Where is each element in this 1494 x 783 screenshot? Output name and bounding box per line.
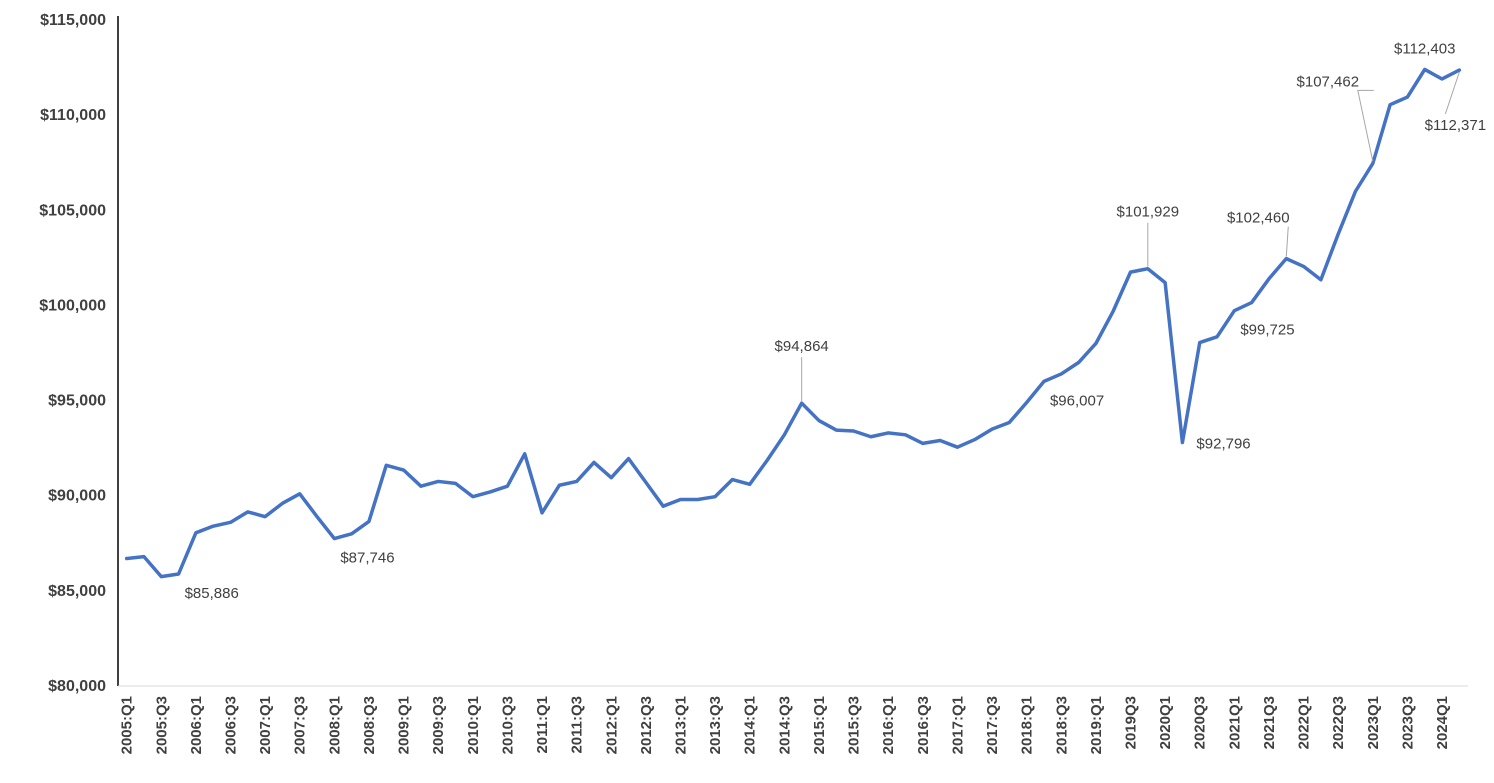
x-tick-label: 2005:Q3 xyxy=(153,696,170,754)
y-tick-label: $110,000 xyxy=(40,107,106,124)
x-tick-label: 2018:Q1 xyxy=(1019,696,1036,754)
data-label: $92,796 xyxy=(1196,436,1250,453)
data-label: $99,725 xyxy=(1240,322,1294,339)
x-tick-label: 2011:Q1 xyxy=(534,696,551,754)
series-line xyxy=(124,67,1462,579)
x-tick-label: 2005:Q1 xyxy=(119,696,136,754)
data-label-leader xyxy=(1357,89,1374,162)
x-tick-label: 2024Q1 xyxy=(1434,696,1451,749)
x-tick-label: 2006:Q3 xyxy=(223,696,240,754)
x-tick-label: 2014:Q3 xyxy=(776,696,793,754)
x-tick-label: 2012:Q3 xyxy=(638,696,655,754)
x-tick-label: 2013:Q3 xyxy=(707,696,724,754)
data-label: $102,460 xyxy=(1227,210,1290,227)
x-tick-label: 2010:Q1 xyxy=(465,696,482,754)
data-label: $112,371 xyxy=(1425,117,1486,134)
x-tick-label: 2017:Q1 xyxy=(949,696,966,754)
x-tick-label: 2009:Q1 xyxy=(396,696,413,754)
y-tick-label: $90,000 xyxy=(48,488,106,505)
x-tick-label: 2007:Q3 xyxy=(292,696,309,754)
x-tick-label: 2010:Q3 xyxy=(499,696,516,754)
y-axis-tick-labels: $80,000 $85,000 $90,000 $95,000 $100,000 $105… xyxy=(39,12,106,695)
x-tick-label: 2019:Q1 xyxy=(1088,696,1105,754)
x-tick-label: 2012:Q1 xyxy=(603,696,620,754)
x-tick-label: 2013:Q1 xyxy=(673,696,690,754)
data-labels: $85,886 $87,746 $94,864 $96,007 $101,929 $92,… xyxy=(185,40,1486,602)
x-tick-label: 2007:Q1 xyxy=(257,696,274,754)
x-tick-label: 2008:Q1 xyxy=(326,696,343,754)
x-tick-label: 2009:Q3 xyxy=(430,696,447,754)
x-tick-label: 2020Q3 xyxy=(1192,696,1209,749)
x-tick-label: 2023Q1 xyxy=(1365,696,1382,749)
data-label-leader xyxy=(1444,71,1460,115)
x-tick-label: 2021Q3 xyxy=(1261,696,1278,749)
data-label: $107,462 xyxy=(1297,73,1360,90)
data-label: $96,007 xyxy=(1050,392,1104,409)
data-label-leaders xyxy=(801,71,1460,402)
y-tick-label: $105,000 xyxy=(39,202,106,219)
x-tick-label: 2022Q3 xyxy=(1330,696,1347,749)
x-tick-label: 2016:Q1 xyxy=(880,696,897,754)
data-label: $85,886 xyxy=(185,585,239,602)
x-tick-label: 2016:Q3 xyxy=(915,696,932,754)
x-tick-label: 2011:Q3 xyxy=(569,696,586,754)
x-axis-tick-labels: 2005:Q1 2005:Q3 2006:Q1 2006:Q3 2007:Q1 2007:… xyxy=(119,696,1451,754)
x-tick-label: 2022Q1 xyxy=(1296,696,1313,749)
y-tick-label: $100,000 xyxy=(39,297,106,314)
x-tick-label: 2015:Q1 xyxy=(811,696,828,754)
x-tick-label: 2017:Q3 xyxy=(984,696,1001,754)
x-tick-label: 2019Q3 xyxy=(1123,696,1140,749)
y-tick-label: $95,000 xyxy=(48,393,106,410)
x-tick-label: 2015:Q3 xyxy=(846,696,863,754)
x-tick-label: 2020Q1 xyxy=(1157,696,1174,749)
data-label: $94,864 xyxy=(775,338,829,355)
x-tick-label: 2008:Q3 xyxy=(361,696,378,754)
data-label: $101,929 xyxy=(1117,204,1180,221)
data-label-leader xyxy=(1285,226,1289,257)
x-tick-label: 2018:Q3 xyxy=(1053,696,1070,754)
x-tick-label: 2006:Q1 xyxy=(188,696,205,754)
data-label: $87,746 xyxy=(340,550,394,567)
data-label: $112,403 xyxy=(1394,40,1455,57)
x-tick-label: 2014:Q1 xyxy=(742,696,759,754)
x-tick-label: 2021Q1 xyxy=(1226,696,1243,749)
x-tick-label: 2023Q3 xyxy=(1399,696,1416,749)
y-tick-label: $80,000 xyxy=(48,678,106,695)
y-tick-label: $85,000 xyxy=(48,583,106,600)
y-tick-label: $115,000 xyxy=(40,12,106,29)
